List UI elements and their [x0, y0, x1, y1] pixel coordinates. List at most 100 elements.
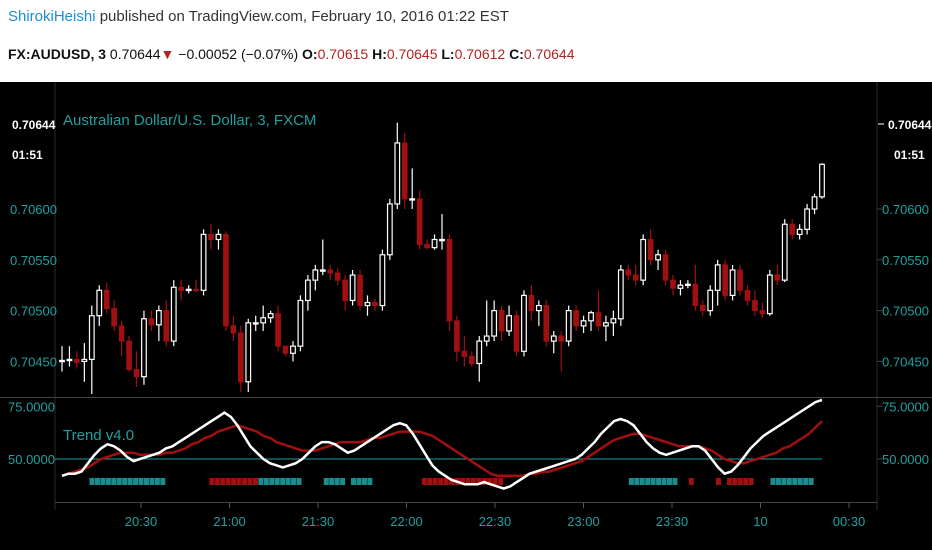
candle-body-up	[655, 254, 661, 261]
chart-header: ShirokiHeishi published on TradingView.c…	[0, 0, 932, 82]
candle-body-down	[282, 345, 289, 354]
high-value: 0.70645	[386, 46, 438, 62]
candle-body-down	[737, 269, 743, 291]
trend-dot-teal	[269, 477, 275, 485]
published-text: published on TradingView.com, February 1…	[99, 8, 509, 25]
trend-dot-red	[476, 477, 482, 485]
candle-body-up	[588, 312, 594, 322]
trend-dot-teal	[781, 477, 787, 485]
oscillator-tick-label: 75.0000	[8, 399, 55, 414]
candle-body-up	[580, 320, 587, 327]
candle-body-up	[260, 317, 267, 324]
price-pane-title: Australian Dollar/U.S. Dollar, 3, FXCM	[63, 112, 316, 129]
candle-body-up	[565, 310, 572, 342]
trend-dot-teal	[656, 477, 662, 485]
candle-body-down	[468, 355, 475, 364]
chart-canvas[interactable]: Australian Dollar/U.S. Dollar, 3, FXCM 0…	[0, 82, 932, 550]
high-label: H:	[372, 46, 387, 62]
candle-body-down	[543, 305, 550, 342]
trend-dot-teal	[645, 477, 651, 485]
candle-body-up	[491, 310, 498, 337]
candle-body-down	[334, 272, 341, 281]
oscillator-tick-label: 50.0000	[8, 452, 55, 467]
trend-dot-teal	[650, 477, 656, 485]
candle-body-down	[498, 310, 505, 332]
candle-body-down	[722, 264, 728, 296]
candle-body-down	[752, 299, 758, 312]
candle-body-up	[349, 274, 356, 302]
candle-body-down	[401, 142, 408, 200]
candle-body-up	[81, 358, 88, 363]
trend-dot-teal	[361, 477, 367, 485]
trend-dot-teal	[160, 477, 166, 485]
oscillator-tick-label: 50.0000	[882, 452, 929, 467]
trend-dot-red	[715, 477, 721, 485]
candle-body-down	[461, 350, 468, 357]
trend-dot-teal	[803, 477, 809, 485]
candle-body-down	[238, 332, 244, 383]
trend-dot-teal	[340, 477, 346, 485]
candle-body-down	[625, 269, 632, 276]
candle-body-up	[714, 264, 721, 291]
price-tick-label: 0.70600	[882, 202, 929, 217]
trend-dot-teal	[367, 477, 373, 485]
candle-body-up	[617, 269, 624, 320]
candle-body-up	[96, 289, 103, 317]
candle-body-down	[699, 305, 706, 312]
price-tick-label: 0.70500	[882, 304, 929, 319]
candle-body-down	[193, 288, 199, 291]
candle-body-up	[796, 228, 803, 236]
oscillator-right-axis[interactable]: 75.0000 50.0000	[877, 399, 929, 467]
candle-body-up	[819, 163, 825, 198]
left-price-axis[interactable]: 0.70600 0.70550 0.70500 0.70450	[10, 202, 57, 369]
trend-dot-teal	[356, 477, 362, 485]
oscillator-left-axis[interactable]: 75.0000 50.0000	[8, 399, 55, 467]
trend-dot-teal	[116, 477, 122, 485]
trend-dot-teal	[666, 477, 672, 485]
candle-body-up	[707, 289, 714, 312]
trend-dot-red	[737, 477, 743, 485]
candle-body-up	[409, 198, 416, 201]
trend-dot-teal	[127, 477, 133, 485]
trend-dot-teal	[808, 477, 814, 485]
candle-body-up	[252, 322, 259, 325]
candle-body-down	[163, 310, 170, 342]
candle-body-down	[528, 294, 535, 312]
candle-body-up	[155, 310, 162, 326]
candle-body-down	[647, 239, 654, 261]
candle-body-up	[297, 299, 304, 347]
trend-dot-red	[732, 477, 738, 485]
trend-dot-teal	[258, 477, 264, 485]
trend-dot-red	[748, 477, 754, 485]
candle-body-down	[424, 244, 430, 249]
trend-dot-teal	[94, 477, 100, 485]
candle-body-up	[200, 233, 207, 291]
trend-dot-red	[449, 477, 455, 485]
candle-body-up	[394, 142, 401, 205]
right-price-axis[interactable]: 0.70600 0.70550 0.70500 0.70450	[877, 202, 929, 369]
candle-body-down	[126, 340, 132, 371]
symbol-label[interactable]: FX:AUDUSD, 3	[8, 46, 107, 62]
candle-body-down	[662, 254, 669, 281]
trend-dot-teal	[122, 477, 128, 485]
price-change: −0.00052 (−0.07%)	[178, 46, 299, 62]
trend-dot-teal	[797, 477, 803, 485]
candle-body-down	[178, 286, 185, 291]
candle-body-up	[215, 233, 222, 241]
price-pane[interactable]: Australian Dollar/U.S. Dollar, 3, FXCM	[59, 112, 825, 394]
author-link[interactable]: ShirokiHeishi	[8, 8, 96, 25]
time-tick-label: 22:00	[390, 514, 423, 529]
candle-body-down	[558, 335, 565, 342]
time-tick-label: 21:30	[302, 514, 335, 529]
time-axis[interactable]: 20:30 21:00 21:30 22:00 22:30 23:00 23:30 10 00:…	[125, 503, 866, 529]
price-tick-label: 0.70600	[10, 202, 57, 217]
trend-dot-teal	[792, 477, 798, 485]
trend-dot-teal	[786, 477, 792, 485]
trend-dot-red	[498, 477, 504, 485]
oscillator-pane[interactable]: Trend v4.0 75.0000 50.0000 75.0000 50.0000	[8, 398, 929, 490]
down-arrow-icon: ▼	[160, 46, 175, 62]
last-price-label-right: 0.70644	[888, 118, 932, 132]
trend-dot-teal	[100, 477, 106, 485]
candle-body-down	[74, 358, 80, 363]
trend-dot-teal	[280, 477, 286, 485]
